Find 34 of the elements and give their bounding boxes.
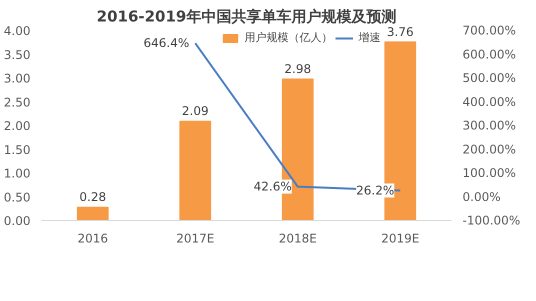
data-label: 0.28 [79,190,106,204]
data-label: 3.76 [386,24,414,39]
data-label: 26.2% [356,184,394,198]
y2-tick-label: 500.00% [462,71,516,85]
y2-tick-label: 0.00% [462,190,501,204]
y2-tick-label: 300.00% [462,118,516,132]
y-tick-label: 0.00 [4,214,30,228]
data-label: 2.09 [182,104,209,118]
y2-tick-label: -100.00% [462,214,520,228]
x-tick-label: 2017E [176,232,214,246]
y-tick-label: 0.50 [4,190,30,204]
legend-label: 增速 [358,30,380,45]
y-tick-label: 3.50 [4,48,30,62]
x-tick-label: 2019E [381,232,420,246]
y2-tick-label: 200.00% [462,142,516,156]
y2-tick-label: 400.00% [462,94,516,109]
legend-label: 用户规模（亿人） [244,30,332,45]
data-label: 42.6% [254,180,292,194]
x-tick-label: 2016 [77,232,108,246]
data-label: 2.98 [284,62,312,76]
data-label: 646.4% [143,36,190,50]
y2-tick-label: 100.00% [462,166,516,180]
y-tick-label: 2.00 [4,119,30,133]
y2-tick-label: 700.00% [462,24,516,38]
y-tick-label: 4.00 [4,24,30,38]
bar [179,120,212,220]
bar [76,206,109,220]
y-tick-label: 1.50 [4,142,30,157]
x-tick-label: 2018E [278,232,317,246]
chart-title: 2016-2019年中国共享单车用户规模及预测 [96,8,396,26]
y-tick-label: 2.50 [4,95,30,110]
y-tick-label: 3.00 [4,72,30,86]
y-tick-label: 1.00 [4,166,30,180]
y2-tick-label: 600.00% [462,47,516,62]
